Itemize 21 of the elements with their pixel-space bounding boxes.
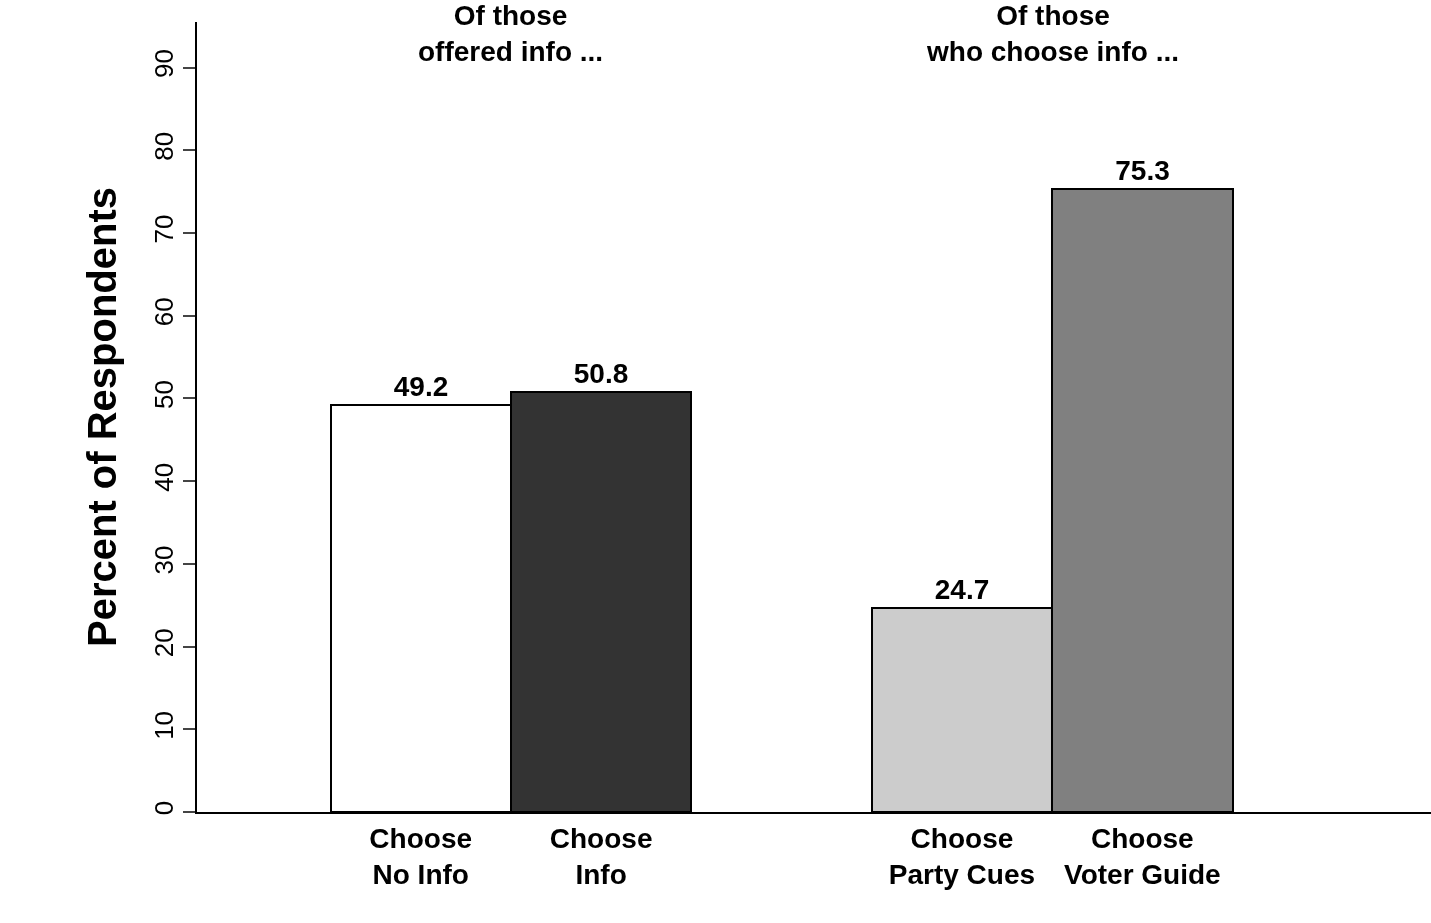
y-tick-label: 0 xyxy=(148,800,179,816)
y-axis-title: Percent of Respondents xyxy=(79,186,124,648)
annotation: Of those who choose info ... xyxy=(926,0,1179,68)
data-label: 49.2 xyxy=(393,371,449,402)
y-tick-label: 50 xyxy=(148,380,179,409)
data-label: 24.7 xyxy=(934,574,990,605)
data-label: 50.8 xyxy=(573,358,629,389)
y-tick-label: 20 xyxy=(148,628,179,658)
y-tick-label: 80 xyxy=(148,131,179,161)
y-tick-label: 60 xyxy=(148,297,179,327)
annotation: Of those offered info ... xyxy=(418,0,604,68)
y-tick-label: 90 xyxy=(148,49,179,79)
y-tick-label: 30 xyxy=(148,545,179,575)
x-tick-label: Choose No Info xyxy=(369,822,473,890)
x-tick-label: Choose Info xyxy=(549,822,653,890)
y-tick-label: 70 xyxy=(148,214,179,244)
y-tick-label: 40 xyxy=(148,462,179,492)
data-label: 75.3 xyxy=(1115,155,1170,186)
x-tick-label: Choose Voter Guide xyxy=(1064,822,1221,890)
y-tick-label: 10 xyxy=(148,710,179,740)
x-tick-label: Choose Party Cues xyxy=(888,822,1036,890)
